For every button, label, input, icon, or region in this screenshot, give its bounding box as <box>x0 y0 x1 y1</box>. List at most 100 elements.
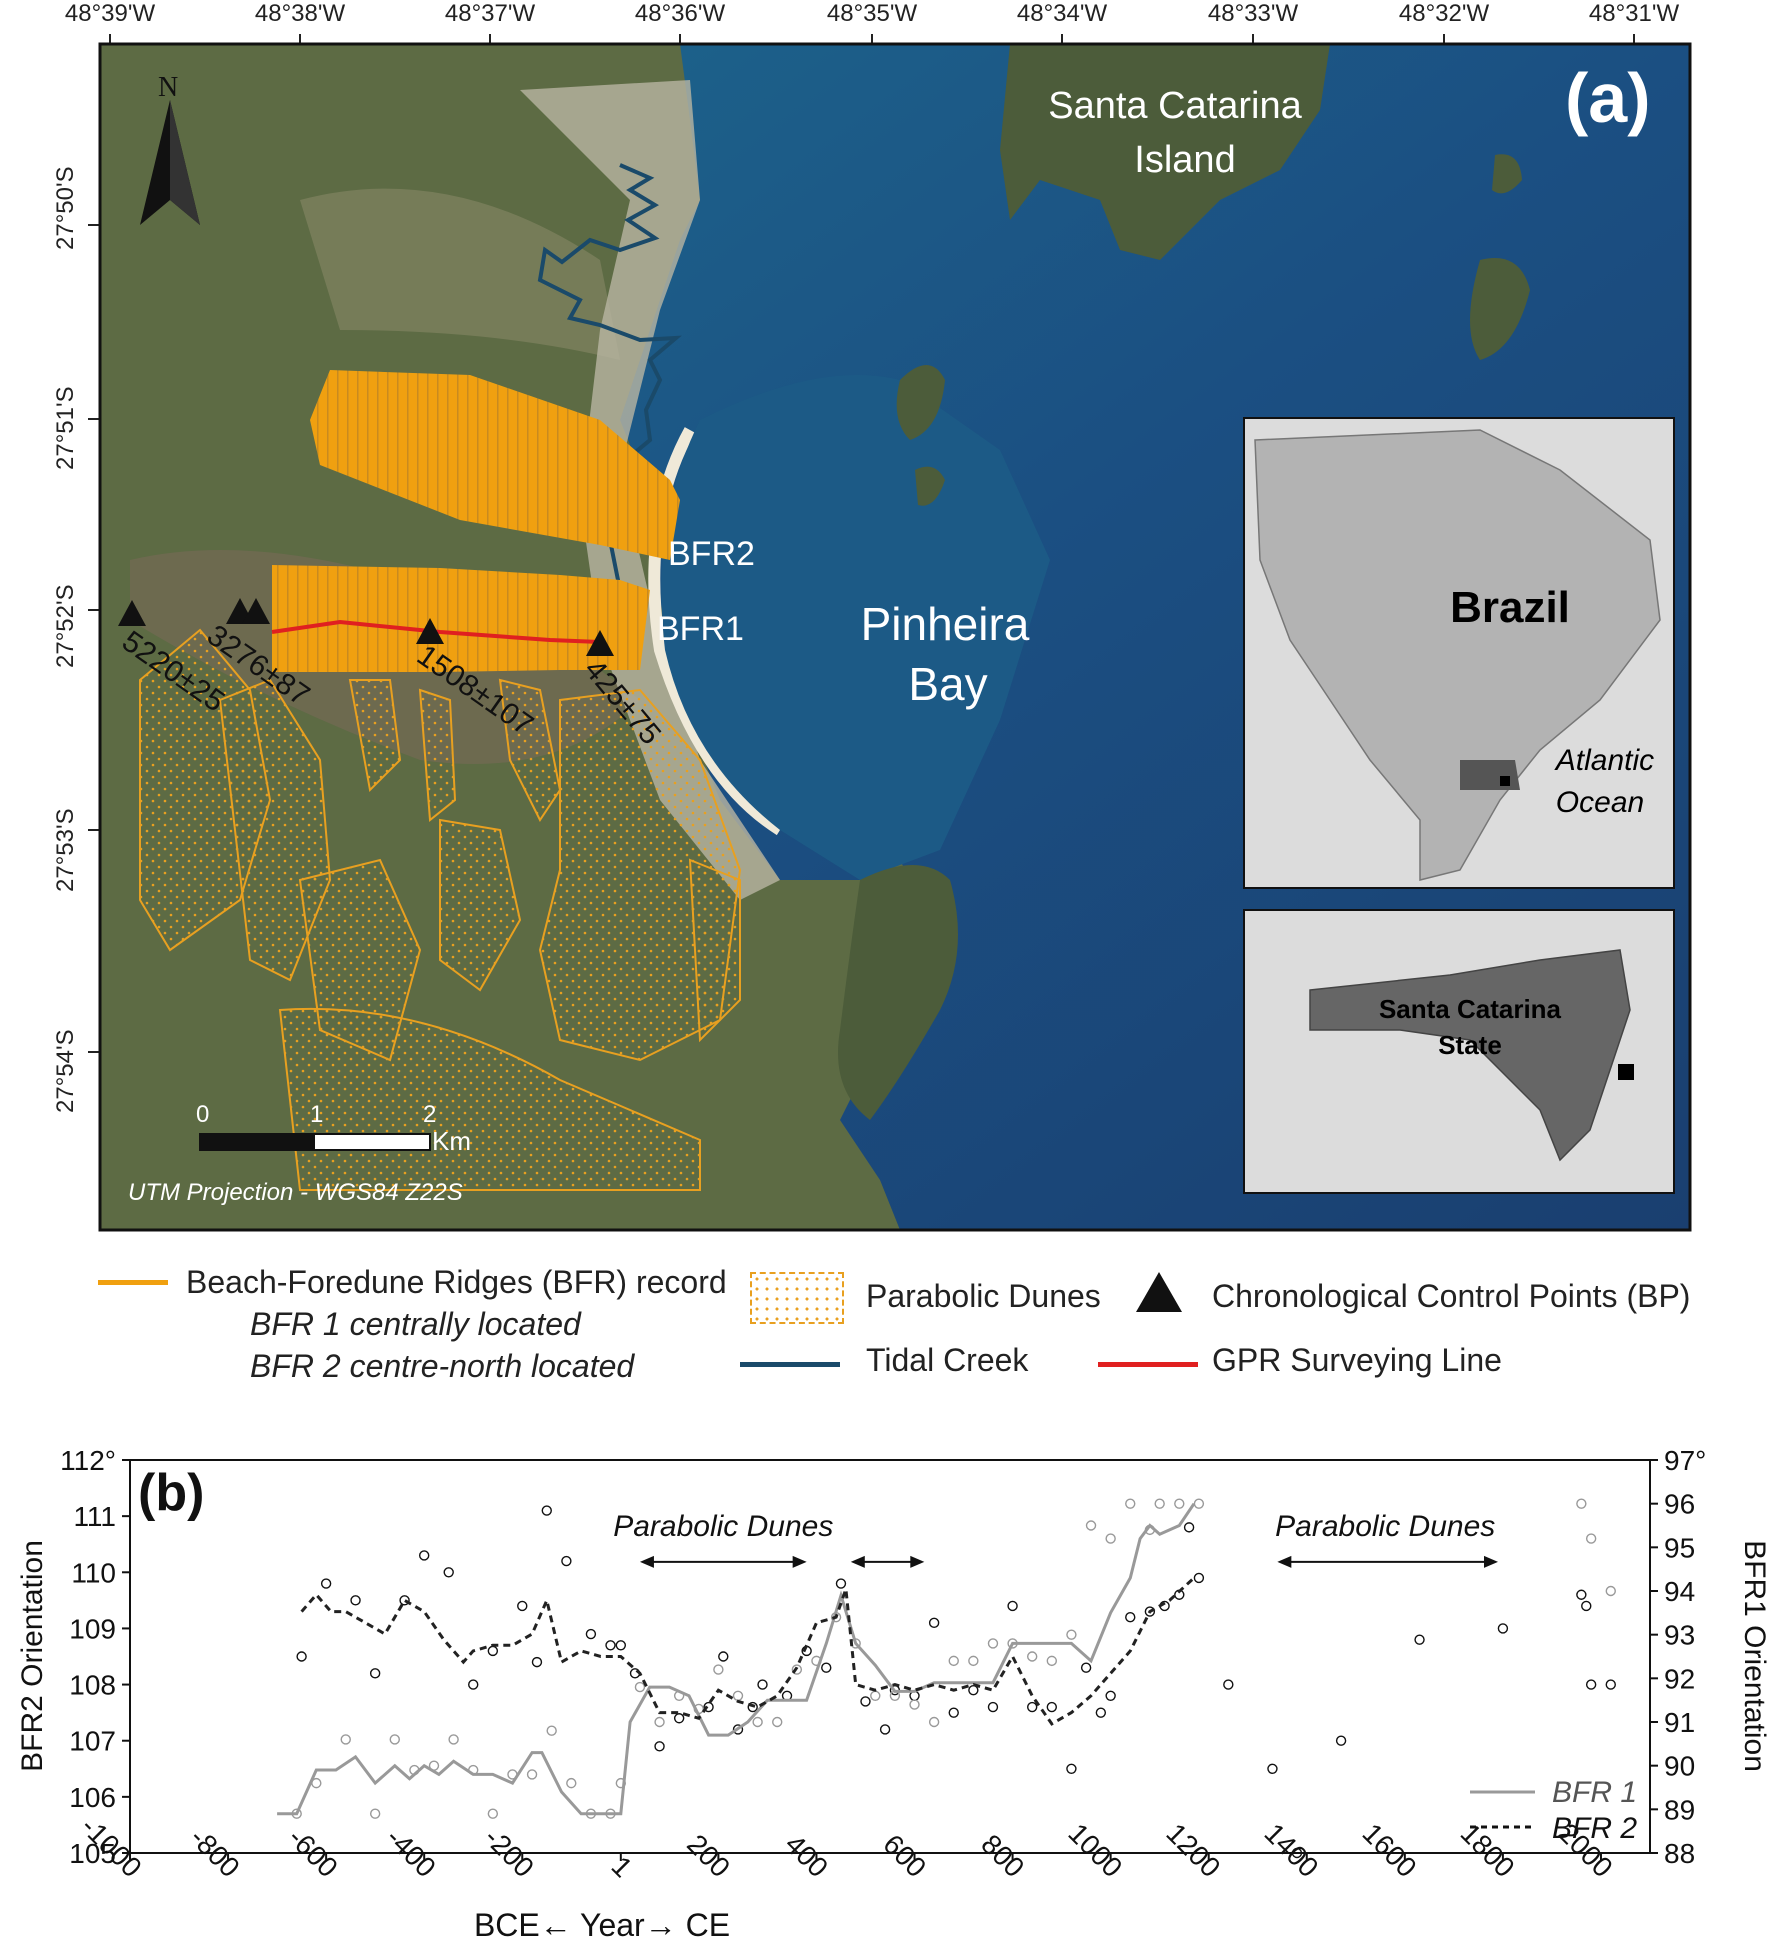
bfr2-data-point <box>1291 1847 1303 1859</box>
bfr1-data-point <box>928 1716 940 1728</box>
lon-tick-label: 48°39'W <box>64 0 156 27</box>
legend-bfr-label: Beach-Foredune Ridges (BFR) record <box>186 1264 727 1300</box>
x-tick-label: -400 <box>380 1822 442 1884</box>
land-texture <box>300 188 620 360</box>
bfr2-data-point <box>1144 1606 1156 1617</box>
bfr1-data-point <box>448 1734 459 1745</box>
x-tick-label: 1400 <box>1258 1817 1324 1883</box>
bfr2-data-point <box>948 1707 959 1718</box>
inset-santa-catarina <box>1243 909 1675 1194</box>
inset-state-label: Santa Catarina <box>1379 994 1562 1024</box>
islet <box>1470 258 1530 360</box>
bfr2-data-point <box>541 1505 552 1516</box>
arrow-head <box>1484 1555 1498 1568</box>
bfr1-data-point <box>1585 1533 1597 1544</box>
bfr1-data-point <box>1066 1629 1077 1640</box>
inset-brazil <box>1243 417 1675 889</box>
map-frame <box>98 42 1692 1232</box>
legend-tidal-swatch <box>740 1362 840 1367</box>
right-y-tick-label: 90 <box>1664 1751 1695 1782</box>
scale-tick-label: 1 <box>310 1101 323 1128</box>
bfr2-data-point <box>443 1567 454 1578</box>
bfr2-data-point <box>673 1713 685 1724</box>
bfr2-data-point <box>531 1656 543 1668</box>
bfr1-data-point <box>732 1690 744 1701</box>
bfr1-label: BFR1 <box>657 610 744 648</box>
bfr2-data-point <box>732 1724 744 1735</box>
bfr1-data-point <box>987 1638 999 1649</box>
legend-bfr1-text: BFR 1 <box>1552 1776 1637 1809</box>
bfr1-data-point <box>654 1716 665 1728</box>
x-tick-label: 400 <box>779 1828 834 1883</box>
chart-left-y-label: BFR2 Orientation <box>16 1540 49 1772</box>
lon-tick-label: 48°34'W <box>1016 0 1108 27</box>
gpr-surveying-line <box>271 619 601 644</box>
lon-tick-marks <box>109 34 1635 44</box>
x-tick-label: 1 <box>606 1850 639 1883</box>
right-y-tick-label: 88 <box>1664 1838 1695 1869</box>
x-tick-label: 200 <box>681 1828 736 1883</box>
bfr2-data-point <box>1080 1662 1092 1673</box>
bfr2-data-point <box>605 1640 616 1651</box>
bfr1-data-point <box>1154 1498 1165 1509</box>
inset-ocean-label: Ocean <box>1556 786 1644 819</box>
left-y-tick-label: 110 <box>71 1557 116 1588</box>
chart-plot-frame <box>129 1459 1651 1854</box>
scale-bar <box>199 1133 431 1151</box>
lon-tick-label: 48°35'W <box>826 0 918 27</box>
legend-bfr-swatch <box>98 1280 168 1285</box>
projection-label: UTM Projection - WGS84 Z22S <box>128 1179 463 1206</box>
bfr1-data-point <box>340 1734 351 1745</box>
bfr1-data-point <box>1125 1498 1136 1509</box>
lon-tick-label: 48°37'W <box>444 0 536 27</box>
right-y-tick-label: 95 <box>1664 1532 1695 1563</box>
dunes-period-arrow <box>850 1555 925 1568</box>
bfr2-data-point <box>1497 1623 1509 1634</box>
legend-bfr2-note: BFR 2 centre-north located <box>250 1348 635 1384</box>
bfr2-data-point <box>1267 1763 1278 1774</box>
bfr2-data-point <box>747 1701 758 1713</box>
islet <box>896 365 945 440</box>
bfr1-data-point <box>1085 1520 1097 1531</box>
bfr1-data-point <box>634 1681 646 1693</box>
right-y-tick-label: 89 <box>1664 1794 1695 1825</box>
islet <box>915 466 945 506</box>
legend-bfr1-note: BFR 1 centrally located <box>250 1306 581 1342</box>
right-y-tick-label: 93 <box>1664 1620 1695 1651</box>
inset-country-label: Brazil <box>1450 583 1570 632</box>
bay-label: Bay <box>908 658 987 710</box>
bfr2-data-point <box>399 1595 410 1606</box>
legend-parabolic-swatch <box>750 1272 844 1324</box>
bfr2-data-point <box>1193 1572 1205 1584</box>
x-tick-label: 600 <box>877 1828 932 1883</box>
x-tick-label: -800 <box>184 1822 246 1884</box>
island-label: Island <box>1134 139 1235 181</box>
bfr1-data-point <box>369 1808 381 1819</box>
dunes-period-arrow <box>1277 1555 1498 1568</box>
arrow-head <box>639 1555 654 1568</box>
x-tick-label: 1600 <box>1357 1817 1423 1883</box>
bfr2-data-point <box>468 1679 479 1690</box>
bfr2-data-point <box>879 1724 891 1735</box>
bfr2-data-point <box>821 1662 832 1673</box>
left-y-tick-label: 106 <box>69 1782 116 1813</box>
x-tick-label: 1200 <box>1160 1817 1226 1883</box>
right-y-tick-label: 97° <box>1664 1445 1706 1476</box>
legend-gpr-swatch <box>1098 1362 1198 1367</box>
arrow-head <box>1277 1555 1292 1568</box>
legend-bfr2-text: BFR 2 <box>1552 1812 1637 1845</box>
bfr2-data-point <box>1605 1679 1616 1690</box>
north-label: N <box>158 72 178 103</box>
control-point-markers <box>118 598 614 656</box>
bfr2-data-point <box>1105 1690 1116 1701</box>
bfr1-data-point <box>968 1655 979 1667</box>
inset-ocean-label: Atlantic <box>1554 744 1654 777</box>
bfr1-data-point <box>1105 1533 1116 1544</box>
left-y-tick-label: 109 <box>69 1613 116 1644</box>
orientation-chart: -1000 -800 -600 -400 -200 1 200 400 600 800 1000 12… <box>16 1445 1770 1943</box>
map-canvas: (a) N Santa Catarina Island Pinheira Bay… <box>88 34 1692 1232</box>
bfr1-data-point <box>791 1664 803 1675</box>
bfr2-data-point <box>860 1696 871 1707</box>
arrow-head <box>910 1555 925 1568</box>
bfr2-data-point <box>928 1617 940 1629</box>
